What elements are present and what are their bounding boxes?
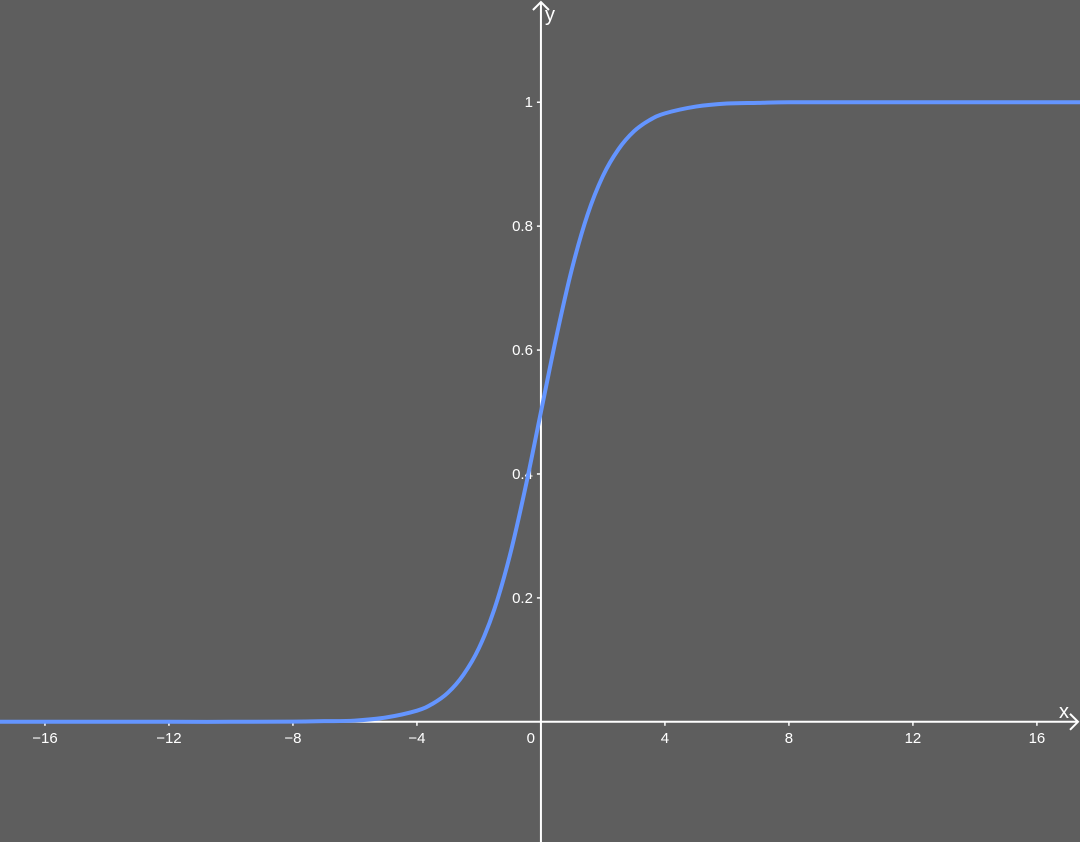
y-axis-label: y bbox=[545, 4, 555, 26]
x-tick-label: −4 bbox=[408, 730, 425, 747]
y-tick-label: 0.2 bbox=[512, 590, 533, 607]
ticks: −16 −12 −8 −4 0 4 8 12 160.20.40.60.81 bbox=[32, 94, 1045, 747]
x-tick-label: 16 bbox=[1029, 730, 1046, 747]
x-tick-label: −16 bbox=[32, 730, 57, 747]
y-tick-label: 0.6 bbox=[512, 342, 533, 359]
y-tick-label: 1 bbox=[525, 94, 533, 111]
x-tick-label: −12 bbox=[156, 730, 181, 747]
x-tick-label: −8 bbox=[284, 730, 301, 747]
x-tick-label: 4 bbox=[661, 730, 669, 747]
y-axis-arrow-icon bbox=[532, 0, 550, 11]
x-axis-label: x bbox=[1059, 701, 1069, 723]
x-tick-label: 8 bbox=[785, 730, 793, 747]
sigmoid-curve[interactable] bbox=[0, 100, 1080, 724]
x-tick-label: 0 bbox=[527, 730, 535, 747]
x-axis-arrow-icon bbox=[1069, 713, 1080, 731]
x-tick-label: 12 bbox=[905, 730, 922, 747]
y-tick-label: 0.8 bbox=[512, 218, 533, 235]
